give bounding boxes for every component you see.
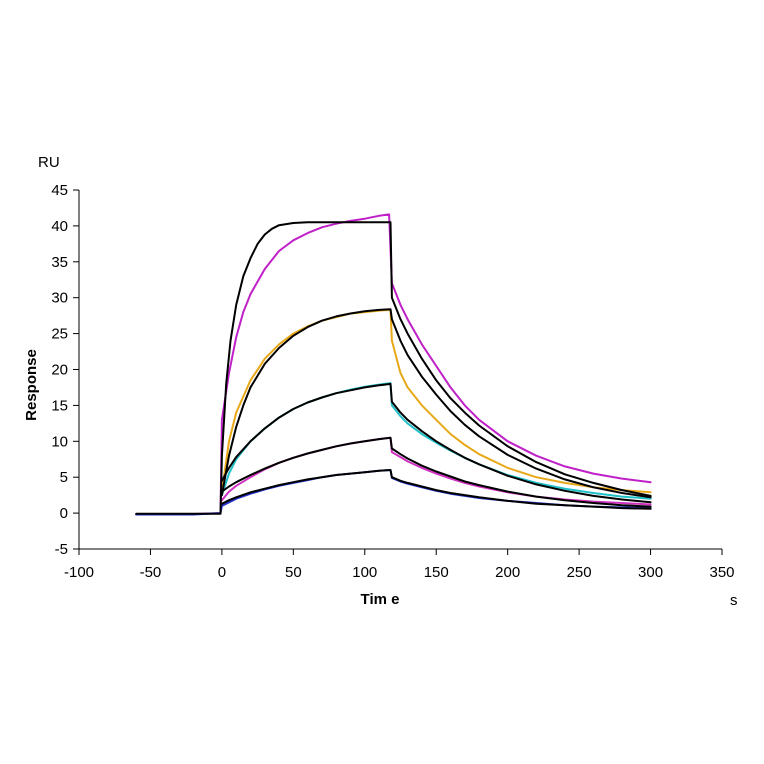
x-ticks: -100 -50 0 50 100 150 200 250 300 350 [64, 549, 735, 581]
series-line-1 [135, 213, 652, 516]
x-tick-label: 350 [709, 564, 734, 581]
y-tick-label: 0 [60, 505, 68, 522]
x-tick-label: 200 [495, 564, 520, 581]
x-tick-label: 50 [285, 564, 302, 581]
x-unit-label: s [730, 592, 738, 609]
series-layer [135, 213, 652, 516]
y-tick-label: 40 [51, 218, 68, 235]
y-tick-label: 45 [51, 182, 68, 199]
y-tick-label: 5 [60, 469, 68, 486]
x-tick-label: 0 [218, 564, 226, 581]
y-tick-label: -5 [55, 541, 68, 558]
x-tick-label: 250 [567, 564, 592, 581]
x-tick-label: -50 [140, 564, 162, 581]
x-tick-label: 100 [352, 564, 377, 581]
series-line-7 [220, 308, 652, 499]
series-line-6 [135, 221, 652, 515]
series-line-10 [220, 469, 652, 510]
series-line-8 [220, 382, 652, 504]
y-tick-label: 10 [51, 433, 68, 450]
y-axis-title: Response [23, 349, 40, 421]
x-tick-label: 150 [424, 564, 449, 581]
x-tick-label: 300 [638, 564, 663, 581]
y-unit-label: RU [38, 154, 60, 171]
y-ticks: -5 0 5 10 15 20 25 30 35 40 45 [51, 182, 79, 558]
series-line-2 [220, 308, 652, 494]
y-tick-label: 25 [51, 326, 68, 343]
series-line-9 [220, 436, 652, 508]
y-tick-label: 15 [51, 397, 68, 414]
y-tick-label: 35 [51, 254, 68, 271]
y-tick-label: 20 [51, 362, 68, 379]
x-tick-label: -100 [64, 564, 94, 581]
y-tick-label: 30 [51, 290, 68, 307]
x-axis-title: Tim e [361, 591, 400, 608]
